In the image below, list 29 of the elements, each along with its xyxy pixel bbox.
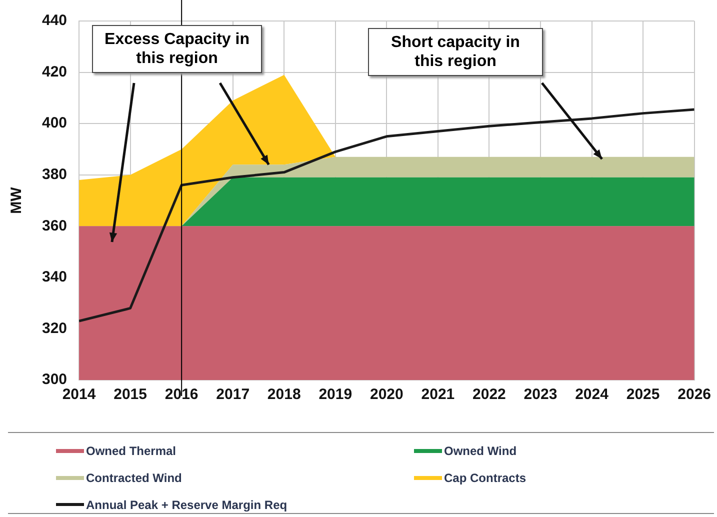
y-tick-label: 440 xyxy=(42,12,68,30)
x-tick-label: 2020 xyxy=(370,386,404,404)
legend-label: Contracted Wind xyxy=(86,470,182,484)
legend-label: Owned Wind xyxy=(444,444,517,458)
x-tick-label: 2014 xyxy=(62,386,96,404)
legend-label: Annual Peak + Reserve Margin Req xyxy=(86,498,288,512)
x-tick-label: 2017 xyxy=(216,386,250,404)
legend-label: Owned Thermal xyxy=(86,444,176,458)
x-tick-label: 2025 xyxy=(626,386,660,404)
annotation: Short capacity in this region xyxy=(368,28,543,76)
x-tick-label: 2018 xyxy=(267,386,301,404)
y-tick-label: 340 xyxy=(42,268,68,286)
y-tick-label: 380 xyxy=(42,166,68,183)
y-tick-label: 420 xyxy=(42,63,68,80)
y-tick-label: 400 xyxy=(42,114,68,132)
x-tick-label: 2015 xyxy=(114,386,147,404)
x-tick-label: 2022 xyxy=(472,386,506,404)
x-tick-label: 2023 xyxy=(524,386,558,404)
x-tick-label: 2024 xyxy=(575,386,610,404)
x-tick-label: 2021 xyxy=(421,386,455,404)
x-tick-label: 2026 xyxy=(678,386,712,404)
annotation: Excess Capacity in this region xyxy=(92,25,262,73)
y-tick-label: 320 xyxy=(42,320,68,337)
x-tick-label: 2019 xyxy=(318,386,352,404)
x-tick-label: 2016 xyxy=(164,386,198,404)
y-tick-label: 300 xyxy=(42,371,68,388)
legend-label: Cap Contracts xyxy=(444,470,526,484)
y-axis-title: MW xyxy=(8,186,26,214)
y-tick-label: 360 xyxy=(42,217,68,234)
